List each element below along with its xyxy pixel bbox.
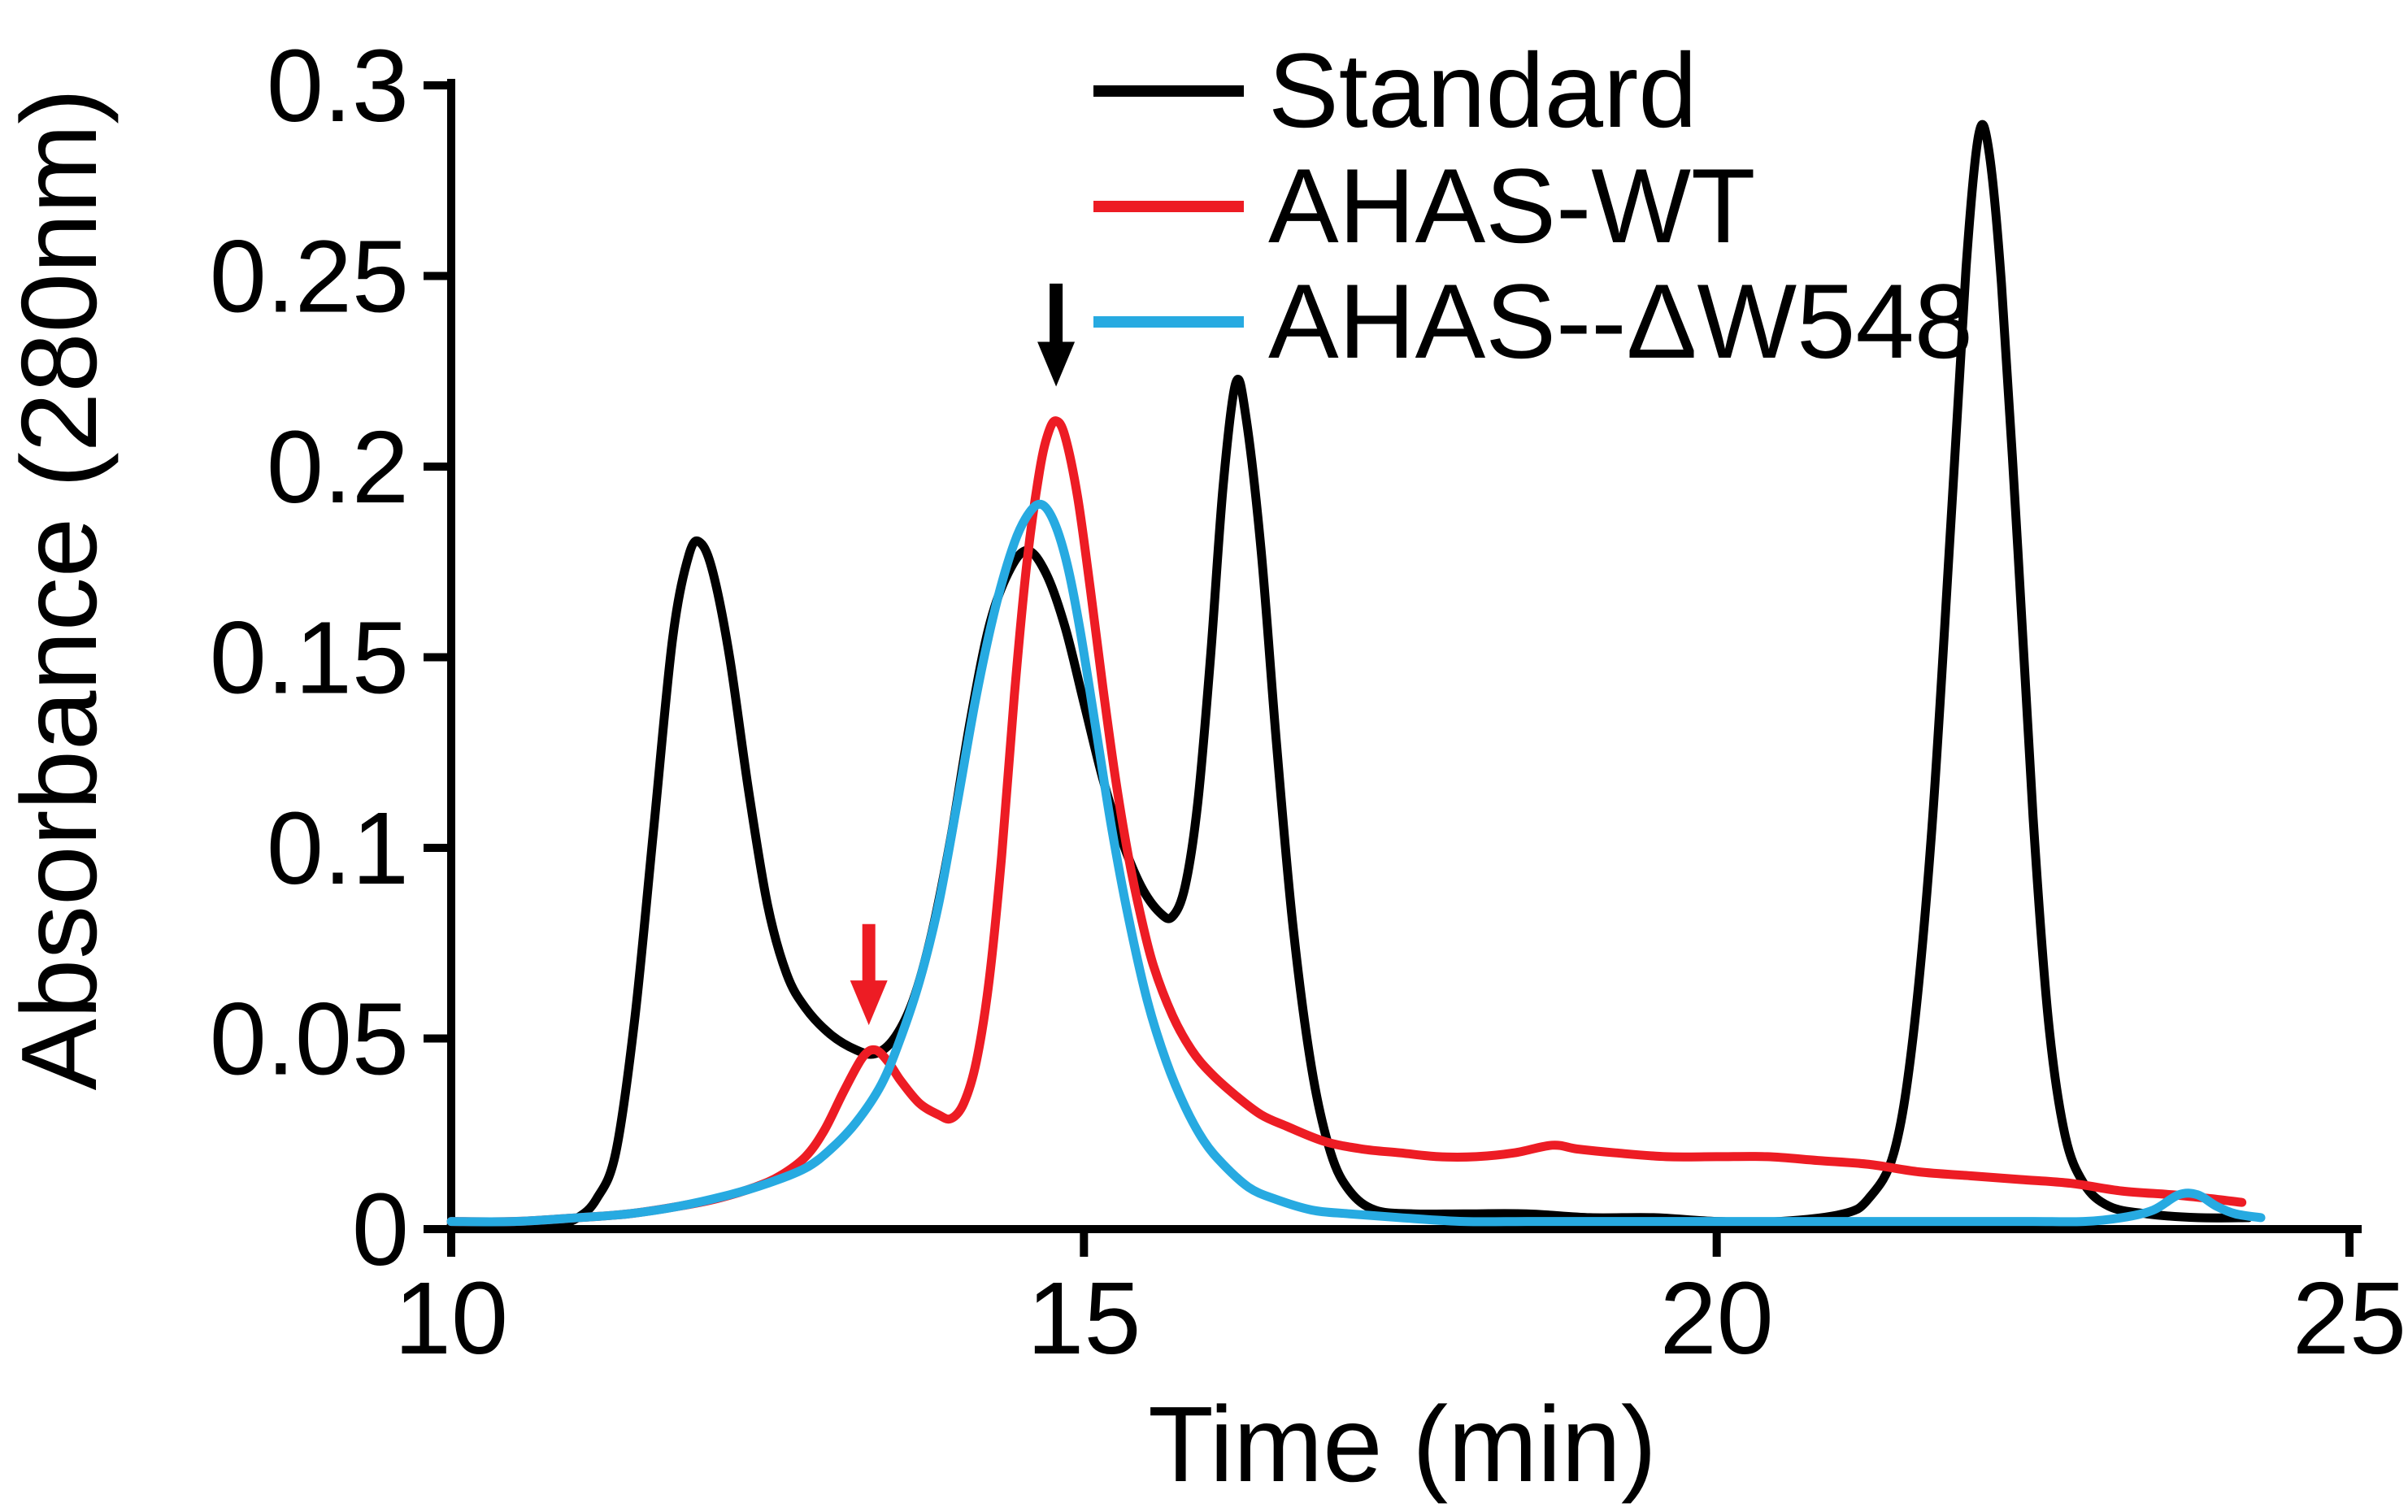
legend-label-standard: Standard (1268, 31, 1697, 150)
y-tick-label: 0.25 (210, 219, 409, 334)
y-tick-label: 0 (352, 1172, 409, 1287)
x-tick-label: 25 (2293, 1261, 2406, 1375)
series-curve-standard (446, 119, 2253, 1231)
y-tick-label: 0.1 (267, 791, 409, 906)
y-axis-title: Absorbance (280nm) (0, 89, 119, 1091)
legend-label-ahas-wt: AHAS-WT (1268, 146, 1755, 265)
series-curve-ahas-w548 (446, 499, 2266, 1227)
x-tick-label: 15 (1027, 1261, 1141, 1375)
y-tick-label: 0.3 (267, 28, 409, 143)
x-tick-label: 10 (394, 1261, 508, 1375)
x-axis-title: Time (min) (1148, 1384, 1657, 1504)
series-curve-ahas-wt (446, 416, 2247, 1227)
annotation-arrow-head (1037, 341, 1076, 387)
legend-label-ahas-w548: AHAS--ΔW548 (1268, 262, 1973, 380)
y-tick-label: 0.05 (210, 982, 409, 1097)
y-tick-label: 0.15 (210, 601, 409, 715)
annotation-arrow-head (850, 980, 888, 1026)
x-tick-label: 20 (1660, 1261, 1774, 1375)
y-tick-label: 0.2 (267, 410, 409, 524)
